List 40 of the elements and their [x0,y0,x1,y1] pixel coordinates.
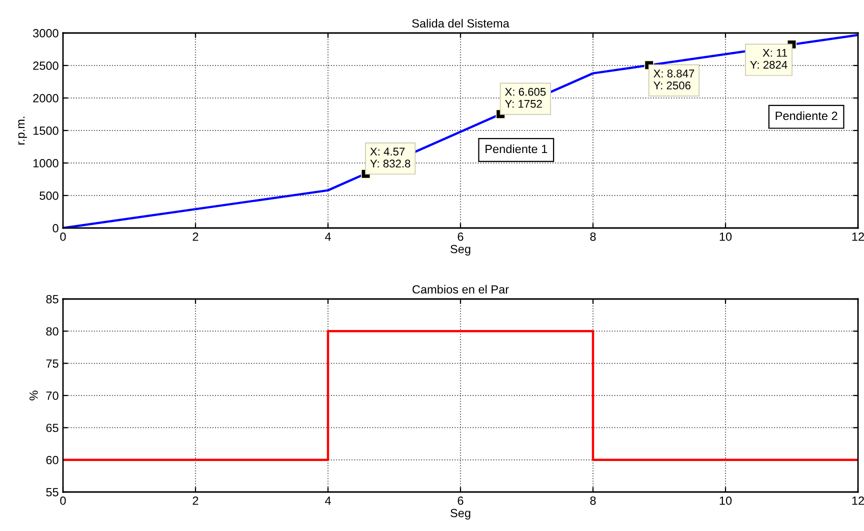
chart-title: Cambios en el Par [412,284,509,294]
x-tick-label: 4 [324,496,331,505]
annotation: Pendiente 1 [486,144,548,154]
y-tick-label: 65 [46,424,58,432]
x-tick-label: 10 [720,232,732,241]
y-tick-label: 85 [46,295,58,304]
y-tick-label: 3000 [33,29,58,38]
x-tick-label: 6 [458,496,464,505]
y-axis-title: % [30,390,38,400]
x-tick-label: 4 [324,232,331,241]
x-tick-label: 6 [458,232,464,241]
annotation: X: 6.605 Y: 1752 [504,88,546,108]
y-tick-label: 60 [46,456,58,464]
y-tick-label: 55 [46,488,58,496]
x-tick-label: 12 [852,496,864,505]
annotation: X: 8.847 Y: 2506 [654,70,694,90]
y-axis-title: r.p.m. [18,116,28,144]
x-tick-label: 8 [590,232,596,241]
chart-title: Salida del Sistema [412,18,510,28]
x-axis-title: Seg [450,508,470,520]
y-tick-label: 80 [46,327,58,336]
annotation: Pendiente 2 [776,111,838,120]
x-tick-label: 2 [192,496,198,505]
x-tick-label: 0 [60,232,66,241]
y-tick-label: 0 [52,224,58,232]
y-tick-label: 2000 [33,94,58,102]
annotation: X: 4.57 Y: 832.8 [370,148,410,168]
x-axis-title: Seg [450,244,470,256]
x-tick-label: 12 [852,232,864,241]
y-tick-label: 500 [40,192,58,200]
annotation: X: 11 Y: 2824 [750,49,788,69]
x-tick-label: 10 [720,496,732,505]
y-tick-label: 1500 [33,126,58,135]
y-tick-label: 2500 [33,62,58,70]
x-tick-label: 8 [590,496,596,505]
x-tick-label: 2 [192,232,198,241]
y-tick-label: 1000 [33,159,58,168]
x-tick-label: 0 [60,496,66,505]
y-tick-label: 75 [46,359,58,368]
y-tick-label: 70 [46,392,58,400]
